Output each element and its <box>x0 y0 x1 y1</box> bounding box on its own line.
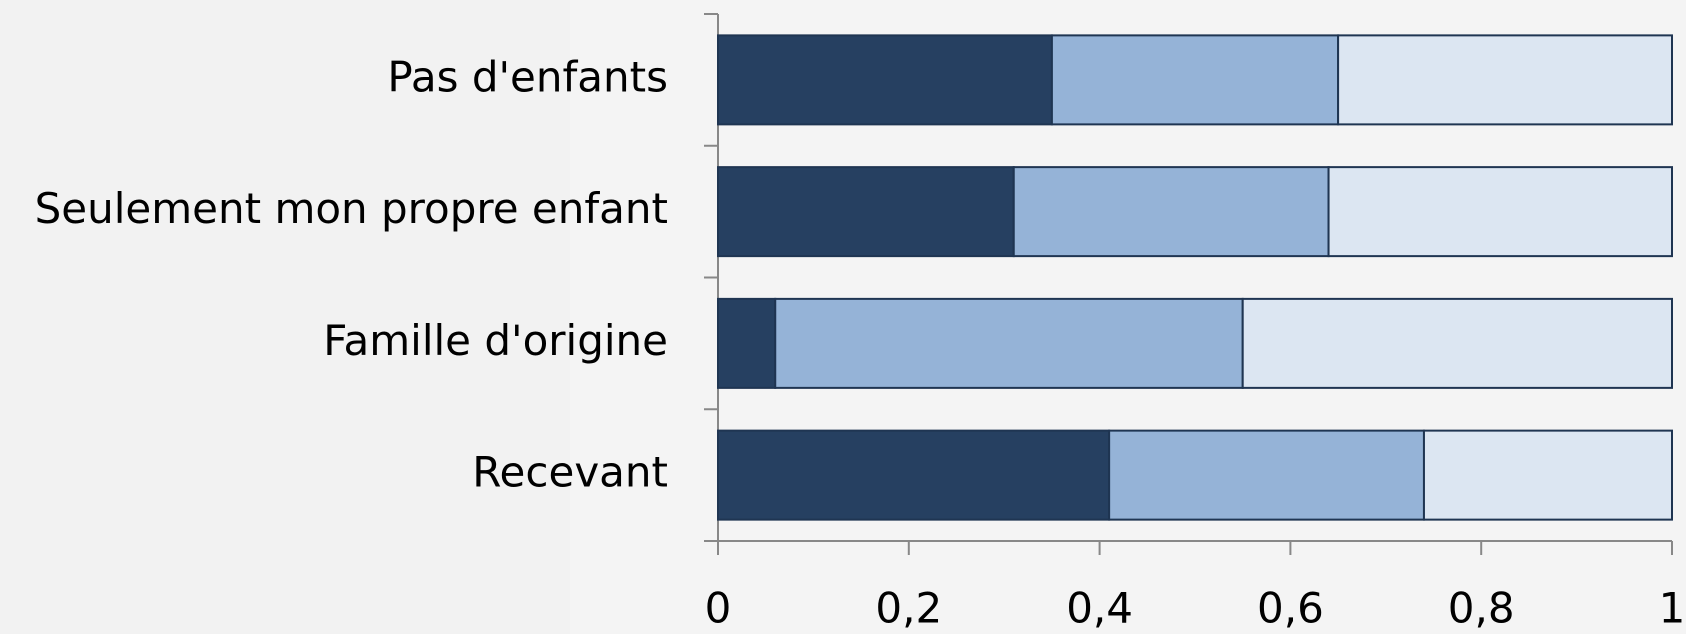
x-tick-label: 0,4 <box>1066 584 1133 633</box>
bar-segment <box>1327 166 1674 258</box>
bar-segment <box>1050 34 1340 126</box>
x-tick-label: 0,8 <box>1448 584 1515 633</box>
x-tick-label: 0,6 <box>1257 584 1324 633</box>
bar-segment <box>1422 429 1673 521</box>
bar-segment <box>1241 297 1673 389</box>
bar-segment <box>1012 166 1330 258</box>
x-tick-label: 0 <box>705 584 732 633</box>
bar-segment <box>717 34 1053 126</box>
bar-segment <box>1108 429 1425 521</box>
category-label: Recevant <box>472 448 668 497</box>
bar-segment <box>717 429 1111 521</box>
category-label: Pas d'enfants <box>387 52 668 101</box>
bar-segment <box>717 166 1015 258</box>
x-tick-label: 1 <box>1659 584 1686 633</box>
category-label: Famille d'origine <box>323 316 668 365</box>
bar-segment <box>717 297 777 389</box>
x-tick-label: 0,2 <box>875 584 942 633</box>
category-label: Seulement mon propre enfant <box>35 184 668 233</box>
bar-segment <box>1337 34 1673 126</box>
bar-segment <box>774 297 1244 389</box>
